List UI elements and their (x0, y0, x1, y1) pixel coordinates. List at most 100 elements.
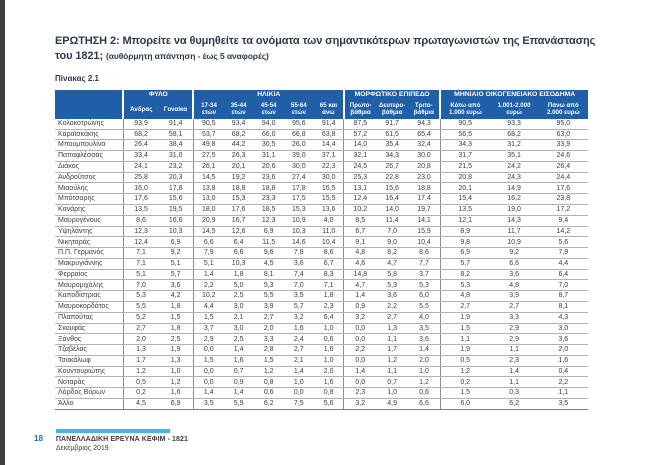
table-cell: 13,0 (192, 193, 224, 205)
table-cell: 17,8 (283, 182, 314, 195)
table-cell: 0,8 (253, 376, 284, 389)
table-row: Π.Π. Γερμανός 7,1 9,2 7,9 6,6 9,6 7,8 8,6 4,8 8,2… (55, 247, 588, 259)
table-cell: 0,3 (489, 387, 539, 400)
row-label: Νοταράς (55, 376, 124, 389)
column-header: 35-44 ετών (223, 100, 254, 119)
table-cell: 5,9 (223, 398, 254, 410)
table-cell: 1,2 (253, 366, 284, 378)
survey-title: ΠΑΝΕΛΛΑΔΙΚΗ ΕΡΕΥΝΑ ΚΕΦΙΜ - 1821 (55, 436, 189, 443)
table-cell: 3,5 (283, 290, 314, 303)
table-cell: 9,6 (253, 247, 284, 259)
column-header: Δευτερο- βάθμια (376, 100, 409, 119)
table-cell: 1,7 (123, 355, 159, 367)
table-caption: Πίνακας 2.1 (55, 74, 99, 84)
table-cell: 8,2 (376, 247, 409, 259)
table-cell: 8,6 (408, 247, 441, 259)
table-cell: 2,3 (313, 301, 344, 313)
table-row: Καποδίστριας 5,3 4,2 10,2 2,5 5,5 3,5 1,8 1,4 3,6… (55, 290, 588, 303)
row-label: Μαυροκορδάτος (55, 301, 124, 313)
table-cell: 19,7 (408, 204, 441, 216)
row-label: Μπουμπουλίνα (55, 139, 124, 152)
table-cell: 14,0 (343, 139, 377, 152)
table-cell: 1,7 (376, 344, 409, 356)
table-cell: 16,7 (223, 215, 254, 227)
table-cell: 2,0 (123, 333, 159, 346)
table-cell: 12,1 (439, 215, 490, 227)
table-cell: 24,5 (343, 161, 377, 173)
table-cell: 8,7 (538, 290, 588, 303)
table-row: Σκουφάς 2,7 1,8 3,7 3,0 2,0 1,6 1,0 0,0 1,3 3,5 1,5… (55, 323, 588, 335)
table-cell: 15,5 (313, 193, 344, 205)
table-cell: 1,0 (158, 366, 194, 378)
column-header: 65 και άνω (313, 100, 344, 119)
table-cell: 15,3 (283, 204, 314, 216)
table-cell: 14,3 (489, 215, 539, 227)
table-cell: 14,2 (538, 226, 588, 238)
table-cell: 27,5 (192, 150, 224, 162)
table-cell: 1,5 (253, 355, 284, 367)
table-cell: 16,4 (376, 193, 409, 205)
table-cell: 20,9 (192, 215, 224, 227)
table-cell: 0,6 (408, 387, 441, 400)
table-cell: 6,7 (343, 226, 377, 238)
table-cell: 3,2 (343, 312, 377, 324)
row-label: Διάκος (55, 161, 124, 173)
table-cell: 0,0 (343, 333, 377, 346)
table-row: Ανδρούτσος 25,8 20,3 14,5 19,2 23,6 27,4 30,0 25… (55, 172, 588, 184)
table-cell: 17,6 (223, 204, 254, 216)
table-cell: 0,8 (313, 387, 344, 400)
table-cell: 7,1 (313, 279, 344, 292)
row-label: Κουντουριώτης (55, 366, 124, 378)
table-body: Κολοκοτρώνης 93,9 91,4 90,5 93,4 94,0 95,6 91,4… (55, 118, 588, 410)
table-cell: 2,8 (253, 344, 284, 356)
table-cell: 1,4 (489, 366, 539, 378)
table-cell: 22,3 (313, 161, 344, 173)
table-cell: 24,2 (489, 161, 539, 173)
table-cell: 93,3 (489, 118, 539, 130)
table-cell: 2,1 (283, 355, 314, 367)
table-cell: 12,4 (343, 193, 377, 205)
table-cell: 7,1 (123, 258, 159, 270)
table-cell: 0,0 (192, 376, 224, 389)
table-cell: 9,2 (489, 247, 539, 259)
table-cell: 95,0 (538, 118, 588, 130)
table-cell: 0,9 (343, 301, 377, 313)
table-cell: 18,5 (253, 204, 284, 216)
table-cell: 94,0 (253, 118, 284, 130)
table-cell: 30,5 (253, 139, 284, 152)
table-cell: 9,1 (343, 236, 377, 249)
table-cell: 4,5 (253, 258, 284, 270)
table-cell: 12,3 (123, 226, 159, 238)
row-label: Παπαφλέσσας (55, 150, 124, 162)
table-cell: 1,3 (376, 323, 409, 335)
table-cell: 3,5 (408, 323, 441, 335)
table-cell: 3,0 (223, 301, 254, 313)
table-cell: 90,5 (439, 118, 490, 130)
table-cell: 1,4 (283, 366, 314, 378)
table-cell: 6,2 (253, 398, 284, 410)
table-cell: 20,8 (439, 172, 490, 184)
table-cell: 1,0 (283, 376, 314, 389)
table-corner-cell (55, 90, 124, 119)
table-cell: 6,4 (223, 236, 254, 249)
table-cell: 4,5 (123, 398, 159, 410)
table-cell: 5,1 (158, 258, 194, 270)
table-cell: 24,6 (538, 150, 588, 162)
table-cell: 44,2 (223, 139, 254, 152)
table-cell: 13,6 (313, 204, 344, 216)
table-cell: 6,6 (192, 236, 224, 249)
table-cell: 2,4 (283, 333, 314, 346)
table-cell: 68,2 (489, 129, 539, 141)
table-cell: 8,1 (253, 269, 284, 281)
table-cell: 5,3 (253, 279, 284, 292)
table-cell: 2,9 (489, 333, 539, 346)
row-label: Τσακάλωφ (55, 355, 124, 367)
table-cell: 1,2 (158, 376, 194, 389)
table-cell: 2,2 (376, 301, 409, 313)
table-cell: 2,9 (192, 333, 224, 346)
column-header: 1.001-2.000 ευρώ (489, 100, 539, 119)
table-row: Φερραίος 5,1 5,7 1,4 1,8 8,1 7,4 8,3 14,8 5,8 3,7 8… (55, 269, 588, 281)
question-title-text: ΕΡΩΤΗΣΗ 2: Μπορείτε να θυμηθείτε τα ονόμ… (55, 35, 596, 62)
table-cell: 16,2 (489, 193, 539, 205)
table-row: Μαυροκορδάτος 5,5 1,8 4,4 3,0 3,9 5,7 2,3 0,9 2,2… (55, 301, 588, 313)
